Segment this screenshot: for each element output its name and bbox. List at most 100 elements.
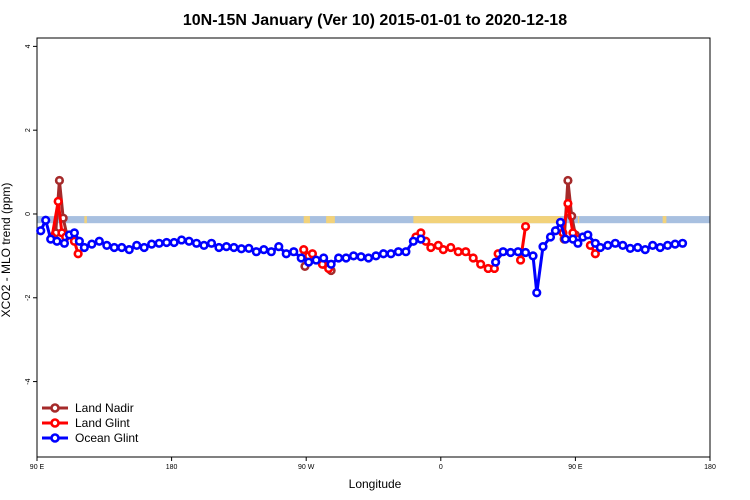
ocean-glint-point	[583, 230, 593, 240]
ocean-glint-point	[334, 253, 344, 263]
ocean-glint-point	[505, 247, 516, 258]
legend-label: Land Nadir	[75, 401, 134, 415]
ocean-glint-point	[348, 251, 359, 261]
ocean-glint-point	[538, 242, 548, 252]
land-glint-point	[307, 249, 318, 259]
ocean-glint-point	[94, 236, 104, 246]
ocean-glint-point	[274, 242, 284, 252]
ocean-glint-point	[221, 242, 232, 252]
ocean-glint-point	[655, 242, 665, 253]
ocean-glint-point	[74, 236, 84, 246]
chart-title: 10N-15N January (Ver 10) 2015-01-01 to 2…	[183, 12, 567, 29]
ocean-glint-point	[52, 236, 62, 246]
land-segment	[413, 216, 561, 224]
ocean-glint-point	[154, 238, 164, 248]
ocean-glint-point	[491, 257, 501, 267]
ocean-band	[37, 216, 710, 224]
land-nadir-point	[563, 175, 573, 186]
ocean-glint-point	[416, 234, 426, 244]
land-glint-point	[438, 244, 448, 255]
ocean-glint-point	[528, 251, 538, 261]
land-glint-point	[515, 255, 526, 265]
ocean-glint-point	[618, 240, 628, 251]
land-glint-point	[446, 242, 456, 253]
ocean-glint-point	[304, 257, 314, 267]
x-tick-label: 180	[704, 464, 716, 471]
land-glint-point	[520, 221, 531, 232]
land-segment	[577, 216, 580, 224]
ocean-glint-point	[244, 243, 254, 253]
ocean-glint-point	[633, 242, 643, 253]
land-ocean-band	[37, 216, 710, 224]
ocean-glint-point	[532, 288, 542, 298]
ocean-glint-point	[573, 238, 583, 248]
x-axis: 90 E 180 90 W 0 90 E 180	[30, 457, 716, 471]
ocean-glint-point	[545, 232, 556, 242]
ocean-glint-point	[371, 251, 381, 261]
y-tick-label: 2	[25, 128, 32, 132]
x-tick-label: 180	[166, 464, 178, 471]
ocean-glint-point	[386, 249, 396, 259]
legend-label: Land Glint	[75, 416, 130, 430]
land-glint-point	[73, 249, 83, 259]
ocean-glint-point	[640, 244, 650, 255]
ocean-glint-point	[289, 247, 299, 257]
ocean-glint-point	[603, 240, 613, 251]
land-segment	[84, 216, 87, 224]
ocean-glint-point	[363, 253, 374, 263]
ocean-glint-point	[109, 242, 119, 253]
ocean-glint-point	[229, 242, 239, 253]
ocean-glint-point	[281, 249, 291, 259]
ocean-glint-point	[393, 247, 404, 257]
ocean-glint-point	[251, 247, 261, 257]
ocean-glint-point	[408, 236, 418, 246]
ocean-glint-point	[296, 253, 306, 263]
x-axis-label: Longitude	[349, 477, 402, 491]
ocean-glint-point	[124, 244, 134, 255]
ocean-glint-point	[648, 240, 658, 251]
ocean-glint-point	[236, 244, 246, 254]
land-nadir-point	[54, 175, 65, 186]
ocean-glint-point	[560, 234, 571, 244]
ocean-glint-point	[595, 242, 605, 253]
ocean-glint-point	[206, 238, 217, 248]
land-glint-point	[468, 253, 478, 263]
legend-marker	[50, 433, 60, 443]
ocean-glint-point	[341, 253, 351, 263]
y-tick-label: -2	[25, 295, 32, 301]
ocean-glint-point	[69, 228, 79, 238]
legend-marker	[50, 403, 60, 413]
series-group	[36, 175, 688, 298]
ocean-glint-point	[41, 215, 51, 225]
ocean-glint-point	[184, 236, 194, 246]
ocean-glint-point	[520, 247, 531, 258]
land-glint-point	[461, 247, 471, 257]
ocean-glint-point	[677, 238, 688, 248]
ocean-glint-point	[498, 247, 508, 257]
legend-marker	[50, 418, 60, 428]
y-tick-label: 4	[25, 44, 32, 48]
land-segment	[326, 216, 335, 224]
land-glint-point	[476, 259, 486, 269]
ocean-glint-point	[326, 259, 336, 269]
ocean-glint-point	[79, 242, 89, 253]
ocean-glint-point	[555, 217, 566, 227]
y-axis-label: XCO2 - MLO trend (ppm)	[0, 183, 13, 318]
ocean-glint-point	[102, 240, 112, 251]
ocean-glint-point	[670, 239, 680, 249]
y-tick-label: -4	[25, 378, 32, 384]
land-glint-point	[426, 242, 436, 253]
ocean-glint-point	[199, 240, 209, 251]
ocean-glint-point	[319, 253, 329, 263]
ocean-glint-point	[162, 237, 172, 248]
y-axis: 4 2 0 -2 -4	[25, 44, 37, 385]
ocean-glint-point	[214, 242, 224, 253]
ocean-glint-point	[132, 240, 142, 251]
x-tick-label: 90 E	[30, 464, 45, 471]
ocean-glint-point	[59, 238, 70, 248]
ocean-glint-point	[117, 242, 127, 253]
x-tick-label: 0	[439, 464, 443, 471]
plot-frame	[36, 37, 711, 458]
